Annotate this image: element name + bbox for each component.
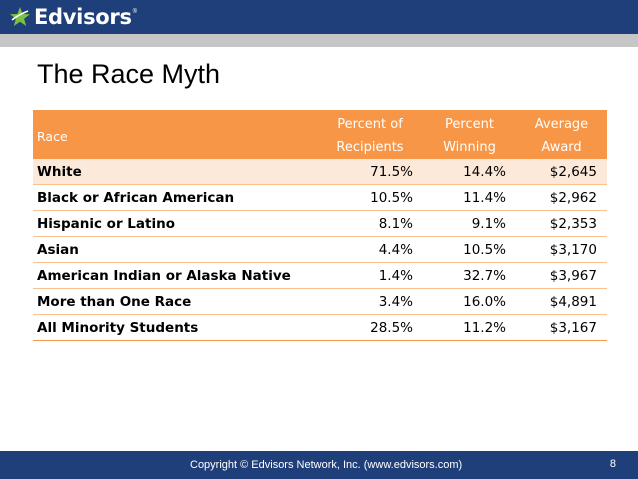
percent-recipients-cell: 3.4% (317, 288, 423, 315)
header-bar: Edvisors ® (0, 0, 638, 34)
column-header-race-label: Race (37, 128, 68, 144)
star-icon (10, 7, 30, 26)
average-award-cell: $4,891 (516, 288, 607, 315)
table-row: Black or African American 10.5% 11.4% $2… (33, 184, 607, 211)
table-row: Hispanic or Latino 8.1% 9.1% $2,353 (33, 210, 607, 237)
table-row: White 71.5% 14.4% $2,645 (33, 159, 607, 185)
percent-winning-cell: 14.4% (423, 159, 516, 185)
copyright-text: Copyright © Edvisors Network, Inc. (www.… (190, 459, 463, 471)
average-award-cell: $3,167 (516, 314, 607, 341)
percent-recipients-cell: 71.5% (317, 159, 423, 185)
edvisors-logo[interactable]: Edvisors ® (9, 5, 137, 29)
race-cell: White (33, 159, 317, 185)
page-number: 8 (609, 458, 616, 470)
percent-winning-cell: 16.0% (423, 288, 516, 315)
table-row: American Indian or Alaska Native 1.4% 32… (33, 262, 607, 289)
race-cell: Hispanic or Latino (33, 210, 317, 237)
percent-winning-cell: 11.4% (423, 184, 516, 211)
column-header-race: Race (33, 110, 317, 159)
column-header-line: Percent of (337, 117, 403, 132)
column-header-line: Average (534, 117, 589, 132)
table-row: All Minority Students 28.5% 11.2% $3,167 (33, 314, 607, 341)
average-award-cell: $2,645 (516, 159, 607, 185)
percent-winning-cell: 10.5% (423, 236, 516, 263)
percent-winning-cell: 11.2% (423, 314, 516, 341)
race-table: Race Percent of Recipients Percent Winni… (33, 110, 607, 341)
column-header-line: Percent (445, 117, 494, 132)
average-award-cell: $3,170 (516, 236, 607, 263)
column-header-average-award: Average Award (516, 110, 607, 159)
table-row: Asian 4.4% 10.5% $3,170 (33, 236, 607, 263)
percent-recipients-cell: 8.1% (317, 210, 423, 237)
percent-recipients-cell: 4.4% (317, 236, 423, 263)
brand-name: Edvisors (34, 5, 132, 29)
slide-title: The Race Myth (37, 59, 221, 89)
footer-bar: Copyright © Edvisors Network, Inc. (www.… (0, 451, 638, 479)
column-header-percent-recipients: Percent of Recipients (317, 110, 423, 159)
race-cell: Black or African American (33, 184, 317, 211)
average-award-cell: $3,967 (516, 262, 607, 289)
table-header-row: Race Percent of Recipients Percent Winni… (33, 110, 607, 159)
registered-mark: ® (132, 9, 138, 15)
average-award-cell: $2,353 (516, 210, 607, 237)
average-award-cell: $2,962 (516, 184, 607, 211)
race-cell: More than One Race (33, 288, 317, 315)
race-cell: Asian (33, 236, 317, 263)
percent-winning-cell: 9.1% (423, 210, 516, 237)
percent-recipients-cell: 1.4% (317, 262, 423, 289)
percent-winning-cell: 32.7% (423, 262, 516, 289)
percent-recipients-cell: 10.5% (317, 184, 423, 211)
column-header-percent-winning: Percent Winning (423, 110, 516, 159)
race-cell: All Minority Students (33, 314, 317, 341)
percent-recipients-cell: 28.5% (317, 314, 423, 341)
header-subbar (0, 34, 638, 47)
column-header-line: Winning (443, 140, 496, 155)
table-row: More than One Race 3.4% 16.0% $4,891 (33, 288, 607, 315)
column-header-line: Award (541, 140, 582, 155)
column-header-line: Recipients (336, 140, 404, 155)
race-cell: American Indian or Alaska Native (33, 262, 317, 289)
